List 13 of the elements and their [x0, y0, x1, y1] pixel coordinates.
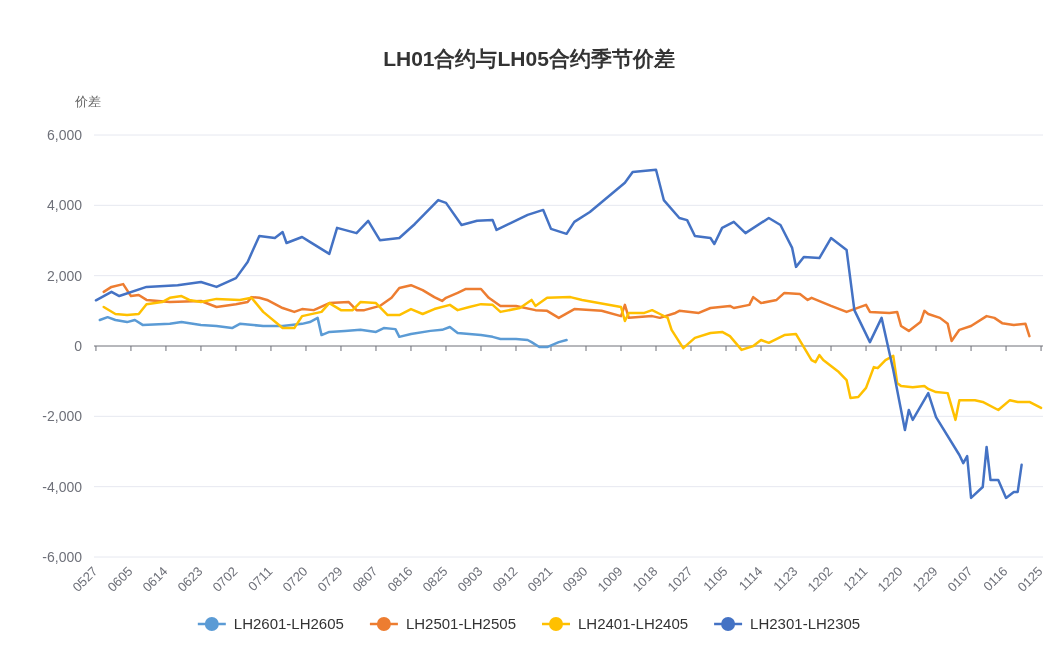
legend-label: LH2601-LH2605: [233, 615, 344, 632]
y-tick-label: 4,000: [46, 197, 83, 214]
legend-label: LH2501-LH2505: [405, 615, 516, 632]
y-axis-title: 价差: [74, 94, 101, 109]
y-tick-label: 6,000: [46, 127, 83, 143]
legend-label: LH2301-LH2305: [750, 615, 861, 632]
chart-title: LH01合约与LH05合约季节价差: [383, 47, 675, 70]
y-tick-label: -6,000: [42, 549, 83, 565]
y-tick-label: -4,000: [42, 478, 83, 495]
y-tick-label: -2,000: [42, 408, 83, 425]
y-tick-label: 2,000: [46, 267, 83, 284]
y-tick-label: 0: [74, 338, 83, 354]
legend-label: LH2401-LH2405: [578, 615, 689, 632]
